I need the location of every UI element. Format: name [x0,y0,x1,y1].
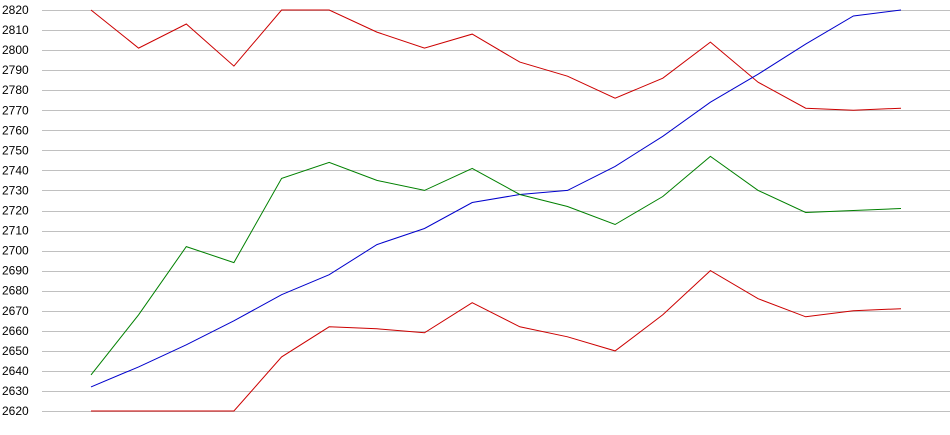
y-tick-label: 2800 [2,43,29,57]
y-tick-label: 2670 [2,304,29,318]
y-axis-tick-labels: 2620 2630 2640 2650 2660 2670 2680 2690 2700 2710… [2,3,29,418]
series-group [90,9,902,412]
y-tick-label: 2690 [2,264,29,278]
series-line-1 [90,9,902,111]
series-line-2 [90,9,902,388]
y-tick-label: 2640 [2,364,29,378]
y-tick-label: 2780 [2,83,29,97]
y-tick-label: 2720 [2,204,29,218]
y-tick-label: 2700 [2,244,29,258]
y-tick-label: 2660 [2,324,29,338]
y-tick-label: 2630 [2,384,29,398]
y-tick-label: 2760 [2,123,29,137]
y-tick-label: 2820 [2,3,29,17]
series-line-3 [90,155,902,376]
y-tick-label: 2750 [2,143,29,157]
grid [42,10,950,412]
y-tick-label: 2810 [2,23,29,37]
y-tick-label: 2680 [2,284,29,298]
y-tick-label: 2790 [2,63,29,77]
y-tick-label: 2730 [2,183,29,197]
y-tick-label: 2740 [2,163,29,177]
y-tick-label: 2620 [2,404,29,418]
y-tick-label: 2770 [2,103,29,117]
y-tick-label: 2710 [2,224,29,238]
series-line-4 [91,269,902,412]
y-tick-label: 2650 [2,344,29,358]
